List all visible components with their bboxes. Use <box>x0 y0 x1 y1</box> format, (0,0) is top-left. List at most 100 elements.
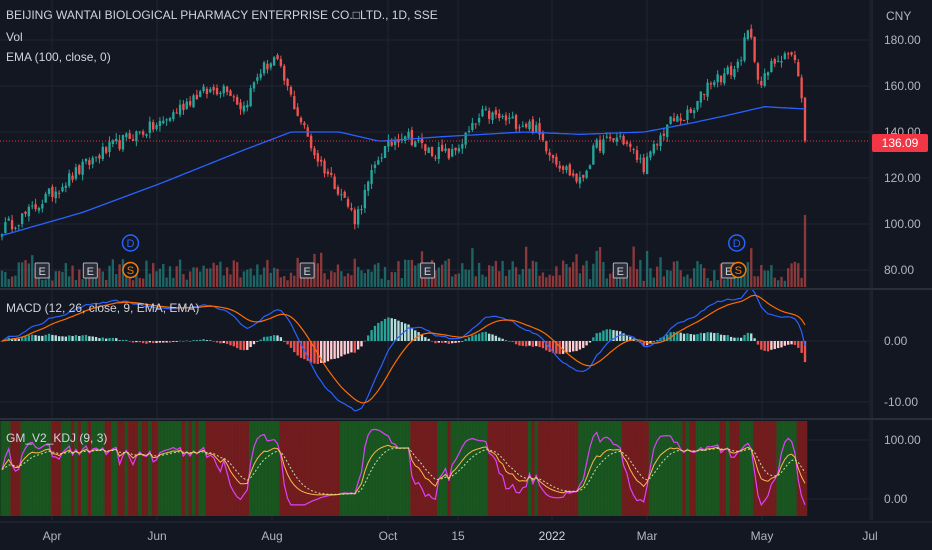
candle[interactable] <box>373 164 377 169</box>
candle[interactable] <box>54 191 57 199</box>
candle[interactable] <box>692 110 696 114</box>
candle[interactable] <box>545 140 548 152</box>
candle[interactable] <box>696 101 699 110</box>
candle[interactable] <box>437 147 440 159</box>
candle[interactable] <box>7 218 10 221</box>
candle[interactable] <box>703 93 706 95</box>
candle[interactable] <box>585 170 588 178</box>
candle[interactable] <box>88 160 91 165</box>
candle[interactable] <box>326 171 330 174</box>
candle[interactable] <box>716 74 719 83</box>
candle[interactable] <box>447 148 451 159</box>
candle[interactable] <box>639 158 642 160</box>
candle[interactable] <box>471 122 474 131</box>
candle[interactable] <box>356 209 360 225</box>
candle[interactable] <box>323 160 326 174</box>
candle[interactable] <box>739 60 743 62</box>
candle[interactable] <box>175 112 178 114</box>
candle[interactable] <box>565 166 568 171</box>
candle[interactable] <box>215 88 219 95</box>
candle[interactable] <box>202 86 205 92</box>
earnings-marker[interactable]: E <box>82 262 98 279</box>
candle[interactable] <box>44 193 47 203</box>
candle[interactable] <box>269 63 272 68</box>
candle[interactable] <box>262 62 266 74</box>
candle[interactable] <box>346 199 350 207</box>
candle[interactable] <box>417 139 420 141</box>
candle[interactable] <box>770 61 773 73</box>
candle[interactable] <box>91 157 94 165</box>
candle[interactable] <box>185 101 188 109</box>
candle[interactable] <box>689 108 692 113</box>
candle[interactable] <box>803 97 807 141</box>
candle[interactable] <box>24 211 27 214</box>
candle[interactable] <box>595 139 598 148</box>
candle[interactable] <box>743 37 746 61</box>
candle[interactable] <box>14 227 17 229</box>
candle[interactable] <box>756 63 760 80</box>
candle[interactable] <box>635 150 639 160</box>
candle[interactable] <box>286 78 289 87</box>
candle[interactable] <box>41 204 44 209</box>
candle[interactable] <box>104 147 108 153</box>
candle[interactable] <box>763 73 766 86</box>
candle[interactable] <box>535 125 538 132</box>
volume-label[interactable]: Vol <box>6 30 23 44</box>
candle[interactable] <box>481 109 484 117</box>
candle[interactable] <box>205 88 209 94</box>
candle[interactable] <box>514 115 518 129</box>
candle[interactable] <box>283 65 286 81</box>
candle[interactable] <box>666 124 669 137</box>
earnings-marker[interactable]: E <box>299 262 315 279</box>
candle[interactable] <box>252 82 256 89</box>
candle[interactable] <box>393 141 397 145</box>
candle[interactable] <box>128 133 131 140</box>
candle[interactable] <box>74 167 78 179</box>
candle[interactable] <box>605 136 608 138</box>
candle[interactable] <box>766 72 770 76</box>
candle[interactable] <box>78 165 81 174</box>
candle[interactable] <box>182 103 185 111</box>
candle[interactable] <box>706 82 709 97</box>
candle[interactable] <box>487 110 491 119</box>
candle[interactable] <box>131 139 135 141</box>
candle[interactable] <box>682 120 686 122</box>
dividend-marker[interactable]: D <box>727 234 746 252</box>
candle[interactable] <box>713 82 716 86</box>
candle[interactable] <box>474 123 477 125</box>
candle[interactable] <box>387 139 390 147</box>
candle[interactable] <box>111 140 115 144</box>
price-candles[interactable] <box>0 24 807 241</box>
candle[interactable] <box>340 194 343 196</box>
candle[interactable] <box>152 122 155 130</box>
candle[interactable] <box>299 117 303 123</box>
candle[interactable] <box>733 69 736 77</box>
candle[interactable] <box>239 102 242 110</box>
candle[interactable] <box>232 96 236 98</box>
candle[interactable] <box>504 115 508 121</box>
candle[interactable] <box>723 73 726 84</box>
candle[interactable] <box>649 151 652 158</box>
candle[interactable] <box>192 95 195 108</box>
candle[interactable] <box>266 63 269 70</box>
candle[interactable] <box>219 92 222 95</box>
candle[interactable] <box>464 132 467 145</box>
candle[interactable] <box>249 88 252 107</box>
candle[interactable] <box>434 157 437 159</box>
candle[interactable] <box>145 134 148 136</box>
candle[interactable] <box>414 141 417 147</box>
kdj-label[interactable]: GM_V2_KDJ (9, 3) <box>6 431 108 445</box>
candle[interactable] <box>188 100 192 106</box>
candle[interactable] <box>561 166 565 170</box>
candle[interactable] <box>397 138 400 143</box>
earnings-marker[interactable]: E <box>34 262 50 279</box>
candle[interactable] <box>363 189 367 209</box>
candle[interactable] <box>94 156 98 158</box>
candle[interactable] <box>669 116 672 124</box>
candle[interactable] <box>31 205 34 207</box>
candle[interactable] <box>575 173 578 182</box>
candle[interactable] <box>367 181 370 191</box>
candle[interactable] <box>760 80 763 86</box>
earnings-marker[interactable]: E <box>612 262 628 279</box>
